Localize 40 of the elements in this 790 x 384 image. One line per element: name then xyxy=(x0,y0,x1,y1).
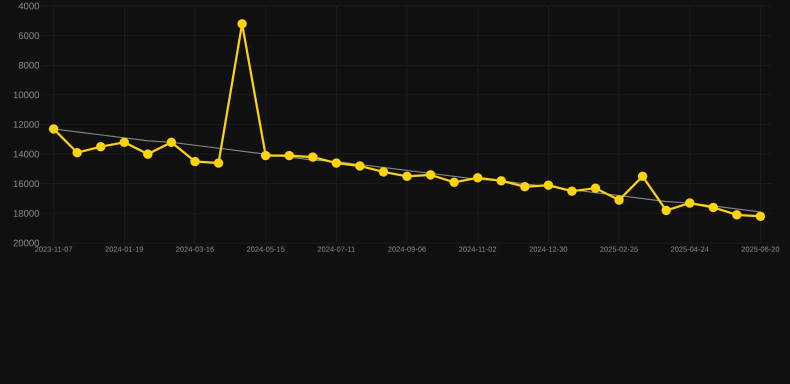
y-tick-label: 6000 xyxy=(18,32,40,39)
point xyxy=(614,195,624,205)
point xyxy=(332,158,342,168)
point xyxy=(143,149,153,159)
y-tick-label: 4000 xyxy=(18,2,40,10)
point xyxy=(355,161,365,171)
point xyxy=(756,212,766,222)
point xyxy=(496,176,506,186)
point xyxy=(120,138,129,147)
point xyxy=(96,142,106,152)
point xyxy=(590,184,600,193)
point xyxy=(237,19,247,28)
y-tick-label: 20000 xyxy=(14,240,40,246)
y-tick-label: 14000 xyxy=(14,150,40,158)
point xyxy=(638,172,648,182)
y-tick-label: 18000 xyxy=(14,210,40,217)
point xyxy=(72,148,82,158)
point xyxy=(732,210,742,220)
point xyxy=(214,158,224,168)
point xyxy=(426,170,436,180)
point xyxy=(378,167,388,177)
y-tick-label: 16000 xyxy=(14,180,40,188)
point xyxy=(472,173,482,183)
point xyxy=(190,156,200,166)
point xyxy=(449,178,459,187)
point xyxy=(260,150,270,160)
point xyxy=(48,124,58,134)
point xyxy=(284,150,294,160)
point xyxy=(708,202,718,212)
point xyxy=(567,186,577,196)
point xyxy=(520,182,530,192)
y-tick-label: 10000 xyxy=(14,92,40,98)
point xyxy=(166,138,176,147)
point xyxy=(685,198,694,208)
point xyxy=(308,152,318,162)
point xyxy=(402,172,412,182)
y-tick-label: 8000 xyxy=(18,62,40,69)
point xyxy=(661,206,671,216)
point xyxy=(544,180,554,190)
y-tick-label: 12000 xyxy=(14,121,40,128)
